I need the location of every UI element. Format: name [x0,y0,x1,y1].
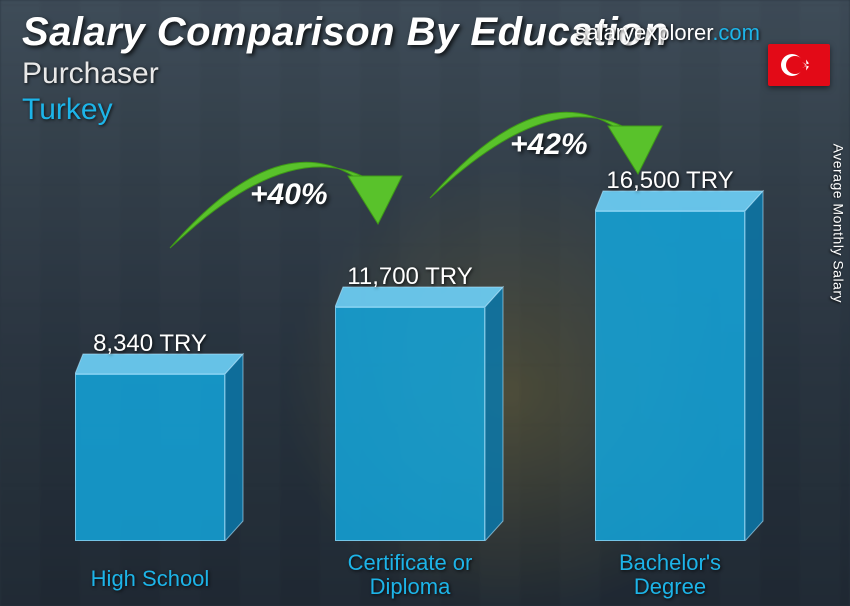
increase-percent: +42% [510,128,588,162]
site-watermark: salaryexplorer.com [575,20,760,46]
bar: 11,700 TRYCertificate or Diploma [335,307,485,541]
bar: 16,500 TRYBachelor's Degree [595,211,745,541]
chart-subtitle: Purchaser [22,57,828,91]
increase-percent: +40% [250,178,328,212]
bar-front-face [335,307,485,541]
bar-label: High School [60,567,240,591]
bar-label: Certificate or Diploma [320,551,500,599]
bar-side-face [485,285,505,541]
bar-side-face [225,352,245,541]
bar-front-face [75,374,225,541]
site-name: salaryexplorer [575,20,712,45]
country-flag-icon [768,44,830,86]
y-axis-label: Average Monthly Salary [830,144,846,303]
bar-value: 8,340 TRY [93,330,207,358]
bar-label: Bachelor's Degree [580,551,760,599]
site-tld: .com [712,20,760,45]
bar-front-face [595,211,745,541]
bar-value: 11,700 TRY [347,263,472,291]
bar-side-face [745,189,765,541]
bar: 8,340 TRYHigh School [75,374,225,541]
